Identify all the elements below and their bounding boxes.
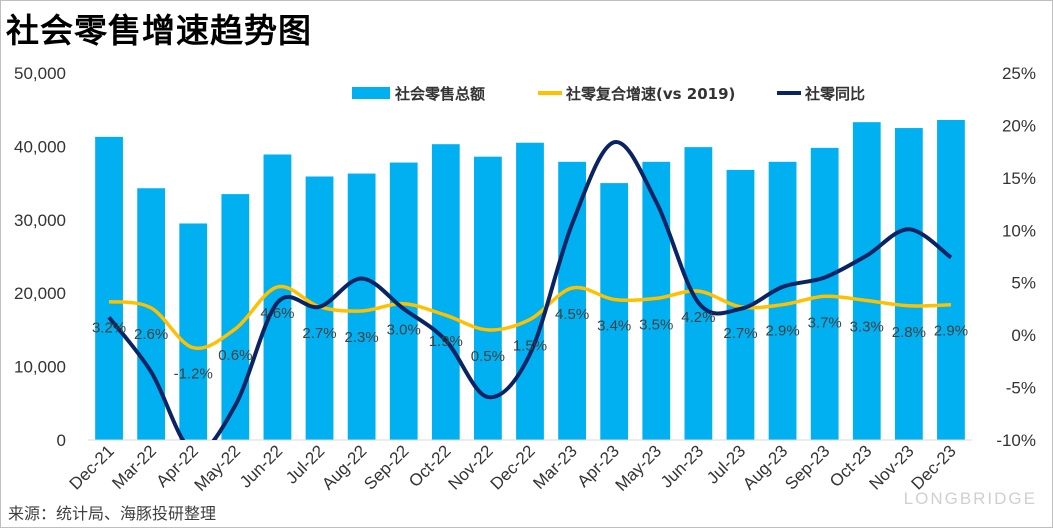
- x-tick-label: Dec-23: [908, 441, 960, 493]
- bar-sep-23: [810, 147, 839, 441]
- y-right-tick-label: 0%: [1011, 326, 1036, 345]
- y-left-tick-label: 0: [57, 431, 66, 450]
- bar-mar-23: [558, 161, 586, 440]
- x-tick-label: Mar-23: [529, 441, 581, 493]
- watermark-text: LONGBRIDGE: [903, 489, 1037, 508]
- data-label: 4.2%: [681, 309, 715, 326]
- data-label: 3.2%: [92, 320, 126, 337]
- y-right-tick-label: -5%: [1006, 379, 1036, 398]
- x-tick-label: Dec-21: [66, 441, 118, 493]
- bar-dec-23: [937, 119, 965, 440]
- data-label: 2.8%: [892, 324, 926, 341]
- x-tick-label: Jun-22: [236, 441, 286, 491]
- y-right-tick-label: 10%: [1002, 221, 1036, 240]
- bar-apr-22: [179, 223, 208, 440]
- bar-dec-22: [516, 142, 544, 441]
- chart-title: 社会零售增速趋势图: [6, 11, 312, 50]
- y-right-tick-label: -10%: [996, 431, 1036, 450]
- x-tick-label: Nov-22: [445, 441, 497, 493]
- data-label: 2.7%: [723, 325, 757, 342]
- legend-label: 社会零售总额: [394, 85, 485, 103]
- data-label: 3.7%: [808, 314, 842, 331]
- data-label: 2.9%: [934, 323, 968, 340]
- bar-dec-21: [95, 136, 123, 440]
- bar-aug-22: [347, 173, 376, 441]
- bar-aug-23: [768, 161, 797, 440]
- cagr-line: [108, 284, 952, 351]
- data-label: 0.5%: [471, 348, 505, 365]
- y-right-tick-label: 5%: [1011, 274, 1036, 293]
- x-tick-label: Dec-22: [487, 441, 539, 493]
- data-label: 0.6%: [218, 347, 252, 364]
- x-tick-label: Aug-23: [739, 441, 791, 493]
- y-right-tick-label: 20%: [1002, 116, 1036, 135]
- x-tick-label: Sep-22: [360, 441, 412, 493]
- x-tick-label: Jun-23: [657, 441, 707, 491]
- y-left-tick-label: 50,000: [14, 64, 66, 83]
- yoy-line: [107, 140, 953, 440]
- y-right-tick-label: 15%: [1002, 169, 1036, 188]
- data-label: 3.3%: [850, 319, 884, 336]
- data-label: -1.2%: [174, 366, 213, 383]
- legend-label: 社零复合增速(vs 2019): [565, 85, 735, 103]
- bar-may-22: [221, 194, 250, 440]
- y-left-tick-label: 10,000: [14, 358, 66, 377]
- y-right-tick-label: 25%: [1002, 64, 1036, 83]
- bar-oct-23: [852, 122, 881, 440]
- data-label: 1.9%: [429, 333, 463, 350]
- y-left-tick-label: 40,000: [14, 137, 66, 156]
- bar-nov-23: [894, 128, 923, 441]
- bar-oct-22: [431, 144, 460, 440]
- x-tick-label: Mar-22: [108, 441, 160, 493]
- source-note: 来源：统计局、海豚投研整理: [8, 504, 217, 523]
- data-label: 1.5%: [513, 337, 547, 354]
- data-label: 2.6%: [134, 326, 168, 343]
- data-label: 3.4%: [597, 317, 631, 334]
- data-label: 3.5%: [639, 316, 673, 333]
- y-left-tick-label: 20,000: [14, 284, 66, 303]
- y-left-tick-label: 30,000: [14, 211, 66, 230]
- legend-label: 社零同比: [804, 85, 865, 103]
- x-tick-label: May-22: [191, 441, 245, 495]
- x-tick-label: Nov-23: [865, 441, 917, 493]
- data-label: 3.0%: [387, 322, 421, 339]
- data-label: 2.3%: [345, 329, 379, 346]
- data-label: 4.5%: [555, 306, 589, 323]
- x-tick-label: Sep-23: [781, 441, 833, 493]
- legend-swatch-bar: [352, 87, 390, 99]
- data-label: 4.6%: [260, 305, 294, 322]
- x-tick-label: Aug-22: [318, 441, 370, 493]
- data-label: 2.7%: [302, 325, 336, 342]
- data-label: 2.9%: [765, 323, 799, 340]
- x-tick-label: May-23: [612, 441, 666, 495]
- bar-apr-23: [600, 183, 629, 440]
